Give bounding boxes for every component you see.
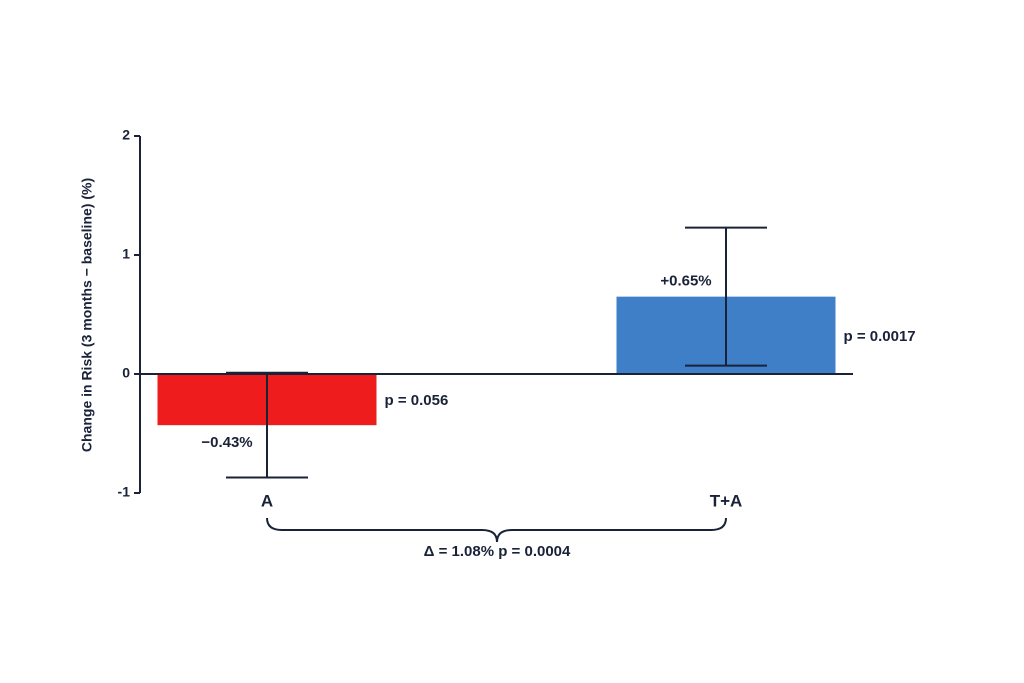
x-tick-label: T+A [710,491,743,510]
y-tick-label: 2 [122,127,130,143]
y-tick-label: 0 [122,365,130,381]
p-value-label: p = 0.0017 [844,328,916,345]
value-label: +0.65% [660,273,711,290]
y-axis-label: Change in Risk (3 months − baseline) (%) [79,178,95,452]
comparison-label: Δ = 1.08% p = 0.0004 [424,543,571,560]
x-tick-label: A [261,491,273,510]
y-tick-label: 1 [122,246,130,262]
y-tick-label: -1 [118,484,131,500]
p-value-label: p = 0.056 [385,392,449,409]
comparison-bracket [266,517,727,543]
value-label: −0.43% [201,434,252,451]
